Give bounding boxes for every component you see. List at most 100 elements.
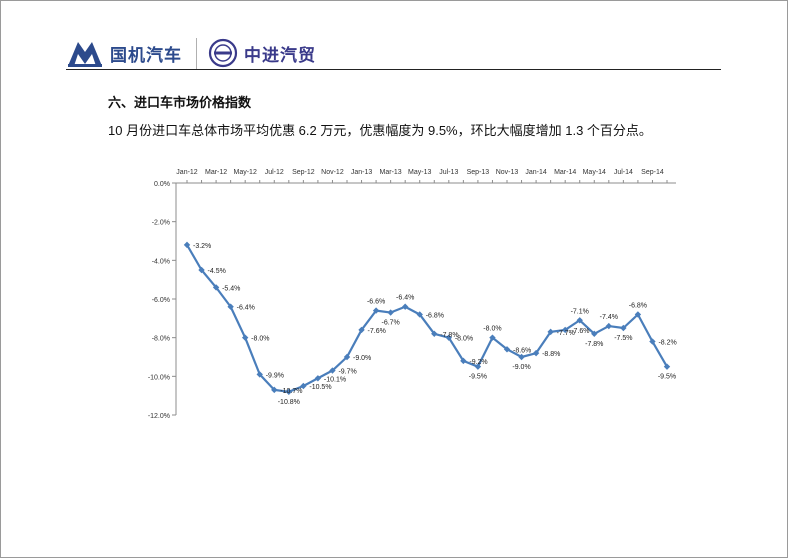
data-point <box>547 328 554 336</box>
data-label: -10.1% <box>324 376 346 383</box>
data-point <box>212 284 220 291</box>
data-point <box>256 371 263 378</box>
data-label: -9.5% <box>469 374 487 381</box>
price-index-chart: 0.0% -2.0% -4.0% -6.0% -8.0% -10.0% -12.0% Jan-… <box>148 169 677 420</box>
series-line <box>186 244 668 393</box>
x-tick-label: Jan-14 <box>525 169 547 176</box>
x-tick-label: May-14 <box>583 169 606 176</box>
data-point <box>401 303 409 310</box>
x-tick-label: May-13 <box>408 169 431 176</box>
data-point <box>387 309 394 316</box>
x-tick-label: Mar-13 <box>380 169 402 176</box>
data-point <box>198 266 205 274</box>
x-tick-label: Jan-12 <box>176 169 198 176</box>
data-point <box>285 388 293 395</box>
data-label: -7.5% <box>614 335 632 342</box>
y-tick-label: -6.0% <box>152 297 170 304</box>
data-label: -7.6% <box>571 328 589 335</box>
y-tick-label: -2.0% <box>152 220 170 227</box>
x-tick-label: Jul-12 <box>265 169 284 176</box>
data-label: -10.5% <box>309 384 331 391</box>
x-tick-label: Jan-13 <box>351 169 373 176</box>
summary-text: 10 月份进口车总体市场平均优惠 6.2 万元，优惠幅度为 9.5%，环比大幅度… <box>108 123 652 138</box>
data-label: -6.4% <box>237 305 255 312</box>
data-label: -7.8% <box>585 341 603 348</box>
section-title: 六、进口车市场价格指数 <box>108 95 252 110</box>
data-label: -7.4% <box>600 314 618 321</box>
cntic-logo-icon <box>208 38 238 68</box>
series-points <box>183 241 671 395</box>
chart-axes <box>175 182 676 415</box>
data-point <box>663 363 671 370</box>
y-tick-label: -12.0% <box>148 413 170 420</box>
data-point <box>445 334 453 341</box>
y-tick-label: 0.0% <box>154 181 170 188</box>
data-point <box>474 363 482 370</box>
sinomach-logo-icon <box>68 42 102 67</box>
data-label: -7.1% <box>571 308 589 315</box>
y-tick-label: -10.0% <box>148 374 170 381</box>
data-label: -10.7% <box>280 388 302 395</box>
data-label: -4.5% <box>208 268 226 275</box>
data-point <box>620 324 627 332</box>
data-point <box>271 386 278 394</box>
data-point <box>431 330 438 337</box>
y-tick-label: -4.0% <box>152 258 170 265</box>
data-point <box>591 330 598 337</box>
data-label: -7.6% <box>368 328 386 335</box>
data-label: -9.0% <box>353 355 371 362</box>
logo-left-text: 国机汽车 <box>110 45 182 65</box>
data-point <box>183 241 191 249</box>
data-labels: -3.2% -4.5% -5.4% -6.4% -8.0% -9.9% -10.7% -10.… <box>193 243 677 406</box>
data-point <box>329 367 336 374</box>
data-label: -6.8% <box>629 302 647 309</box>
data-label: -6.6% <box>367 299 385 306</box>
data-label: -9.0% <box>512 364 530 371</box>
x-tick-label: Mar-14 <box>554 169 576 176</box>
chart-ticks: 0.0% -2.0% -4.0% -6.0% -8.0% -10.0% -12.0% Jan-… <box>148 169 668 420</box>
data-label: -6.4% <box>396 295 414 302</box>
data-label: -3.2% <box>193 243 211 250</box>
x-tick-label: Nov-13 <box>496 169 519 176</box>
data-label: -8.2% <box>658 340 676 347</box>
data-point <box>300 382 307 390</box>
data-label: -8.0% <box>455 336 473 343</box>
x-tick-label: Sep-14 <box>641 169 664 176</box>
header-rule <box>66 69 721 70</box>
x-tick-label: Jul-14 <box>614 169 633 176</box>
data-label: -8.0% <box>483 326 501 333</box>
data-label: -9.5% <box>658 374 676 381</box>
logo-right-text: 中进汽贸 <box>244 45 316 65</box>
logo-separator <box>196 38 197 70</box>
data-label: -6.7% <box>381 320 399 327</box>
x-tick-label: Sep-13 <box>467 169 490 176</box>
data-point <box>503 346 511 353</box>
data-label: -5.4% <box>222 285 240 292</box>
x-tick-label: May-12 <box>234 169 257 176</box>
data-label: -9.9% <box>266 372 284 379</box>
data-point <box>576 317 583 324</box>
data-label: -10.8% <box>278 399 300 406</box>
data-label: -8.0% <box>251 336 269 343</box>
data-label: -8.8% <box>542 351 560 358</box>
cntic-logo: 中进汽贸 <box>208 38 316 68</box>
data-point <box>649 338 656 345</box>
data-label: -9.2% <box>469 359 487 366</box>
sinomach-logo: 国机汽车 <box>66 38 182 68</box>
data-point <box>416 311 423 318</box>
x-tick-label: Sep-12 <box>292 169 315 176</box>
y-tick-label: -8.0% <box>152 336 170 343</box>
data-point <box>241 334 249 341</box>
data-point <box>227 303 234 310</box>
data-label: -7.7% <box>557 330 575 337</box>
x-tick-label: Mar-12 <box>205 169 227 176</box>
data-label: -9.7% <box>338 369 356 376</box>
data-label: -8.6% <box>513 347 531 354</box>
x-tick-label: Nov-12 <box>321 169 344 176</box>
data-point <box>489 334 496 341</box>
data-label: -7.8% <box>440 332 458 339</box>
data-label: -6.8% <box>426 312 444 319</box>
x-tick-label: Jul-13 <box>439 169 458 176</box>
data-point <box>343 353 351 361</box>
data-point <box>358 326 365 334</box>
